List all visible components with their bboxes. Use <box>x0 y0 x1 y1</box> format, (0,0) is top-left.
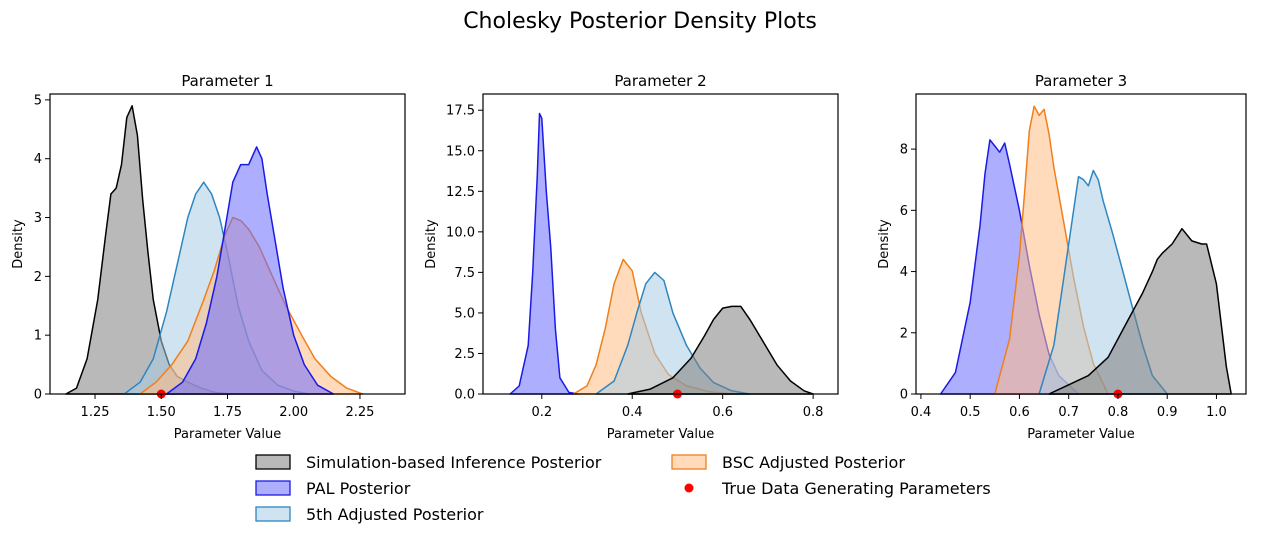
x-tick-label: 0.9 <box>1157 405 1178 420</box>
y-tick-label: 0.0 <box>454 388 475 403</box>
y-tick-label: 2 <box>34 270 42 285</box>
panel-1: 1.25 1.50 1.75 2.00 2.25 0 1 2 3 4 5 Parameter 1 Par… <box>11 72 406 442</box>
y-tick-label: 8 <box>900 143 908 158</box>
panel-2: 0.2 0.4 0.6 0.8 0.0 2.5 5.0 7.5 10.0 12.5 15.0 17.5… <box>424 72 839 442</box>
x-tick-label: 1.25 <box>81 405 110 420</box>
x-tick-label: 0.5 <box>960 405 981 420</box>
x-tick-label: 0.7 <box>1058 405 1079 420</box>
legend-item-bsc: BSC Adjusted Posterior <box>671 453 905 472</box>
panel-title: Parameter 2 <box>614 72 706 90</box>
legend-item-sbi: Simulation-based Inference Posterior <box>255 453 602 472</box>
series-area-sbi <box>1048 227 1232 395</box>
x-tick-label: 1.75 <box>213 405 242 420</box>
legend-marker-truth <box>684 483 694 493</box>
x-tick-label: 0.4 <box>911 405 932 420</box>
y-tick-label: 12.5 <box>446 185 475 200</box>
legend-swatch-fifth <box>255 506 291 522</box>
y-axis-label: Density <box>424 219 439 269</box>
y-tick-label: 3 <box>34 211 42 226</box>
legend-label: BSC Adjusted Posterior <box>722 453 905 472</box>
x-tick-label: 1.50 <box>147 405 176 420</box>
x-tick-label: 0.6 <box>712 405 733 420</box>
y-tick-label: 6 <box>900 204 908 219</box>
y-axis-label: Density <box>11 219 26 269</box>
y-tick-label: 5.0 <box>454 306 475 321</box>
x-tick-label: 0.2 <box>531 405 552 420</box>
legend-label: Simulation-based Inference Posterior <box>306 453 602 472</box>
x-tick-label: 0.8 <box>1108 405 1129 420</box>
y-tick-label: 15.0 <box>446 144 475 159</box>
x-tick-label: 0.8 <box>803 405 824 420</box>
legend-item-truth: True Data Generating Parameters <box>684 479 991 498</box>
legend-label: 5th Adjusted Posterior <box>306 505 484 524</box>
legend-swatch-bsc <box>671 454 707 470</box>
y-axis-label: Density <box>877 219 892 269</box>
y-tick-label: 17.5 <box>446 104 475 119</box>
series-area-sbi <box>626 305 814 395</box>
x-axis-label: Parameter Value <box>1027 427 1134 442</box>
axes-frame <box>482 93 839 395</box>
y-tick-label: 10.0 <box>446 225 475 240</box>
y-tick-label: 0 <box>900 388 908 403</box>
legend-item-pal: PAL Posterior <box>255 479 411 498</box>
legend: Simulation-based Inference Posterior BSC … <box>255 453 991 524</box>
legend-item-fifth: 5th Adjusted Posterior <box>255 505 484 524</box>
y-tick-label: 7.5 <box>454 266 475 281</box>
panel-title: Parameter 3 <box>1035 72 1127 90</box>
y-tick-label: 2.5 <box>454 347 475 362</box>
y-tick-label: 2 <box>900 326 908 341</box>
axes-frame <box>915 93 1247 395</box>
legend-swatch-pal <box>255 480 291 496</box>
panel-3: 0.4 0.5 0.6 0.7 0.8 0.9 1.0 0 2 4 6 8 Parameter 3 Par… <box>877 72 1247 442</box>
y-tick-label: 4 <box>34 152 42 167</box>
panel-title: Parameter 1 <box>181 72 273 90</box>
legend-label: PAL Posterior <box>306 479 411 498</box>
x-tick-label: 2.25 <box>345 405 374 420</box>
x-tick-label: 0.6 <box>1009 405 1030 420</box>
y-tick-label: 5 <box>34 93 42 108</box>
legend-label: True Data Generating Parameters <box>721 479 991 498</box>
series-area-pal <box>509 112 579 395</box>
y-tick-label: 4 <box>900 265 908 280</box>
series-area-pal <box>165 146 335 395</box>
figure-title: Cholesky Posterior Density Plots <box>463 9 817 34</box>
x-tick-label: 2.00 <box>279 405 308 420</box>
y-tick-label: 1 <box>34 329 42 344</box>
panels: 1.25 1.50 1.75 2.00 2.25 0 1 2 3 4 5 Parameter 1 Par… <box>11 72 1247 442</box>
legend-swatch-sbi <box>255 454 291 470</box>
x-axis-label: Parameter Value <box>607 427 714 442</box>
x-tick-label: 0.4 <box>622 405 643 420</box>
y-tick-label: 0 <box>34 388 42 403</box>
x-axis-label: Parameter Value <box>174 427 281 442</box>
x-tick-label: 1.0 <box>1206 405 1227 420</box>
